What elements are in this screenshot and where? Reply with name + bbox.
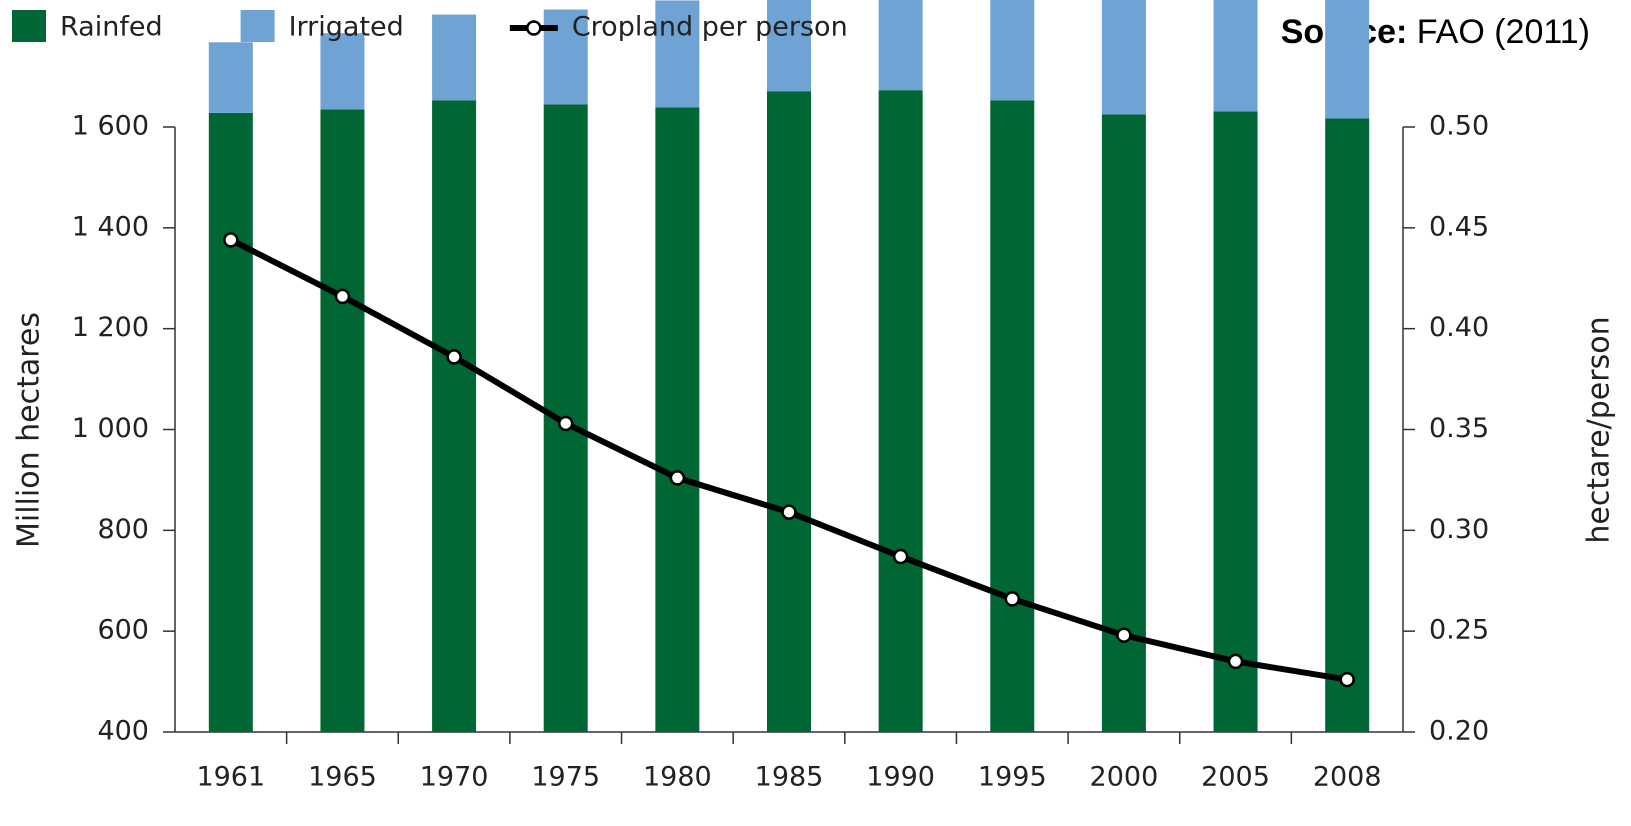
bar-rainfed bbox=[767, 91, 811, 733]
line-marker bbox=[1227, 653, 1244, 670]
line-marker bbox=[1004, 591, 1021, 607]
y2-tick-label: 0.25 bbox=[1429, 615, 1489, 646]
line-marker bbox=[1339, 671, 1355, 688]
legend-item: Irrigated bbox=[240, 10, 404, 43]
line-marker bbox=[223, 232, 239, 248]
line-marker bbox=[669, 470, 686, 486]
y2-tick-label: 0.40 bbox=[1429, 312, 1489, 343]
y-tick-label: 800 bbox=[97, 514, 149, 545]
y-tick-label: 1 600 bbox=[72, 111, 149, 142]
bar-irrigated bbox=[990, 0, 1035, 101]
x-tick-label: 1990 bbox=[866, 762, 935, 793]
bar-rainfed bbox=[1213, 111, 1258, 732]
bar-irrigated bbox=[655, 0, 700, 108]
line-marker bbox=[781, 504, 797, 520]
bar-irrigated bbox=[767, 0, 811, 92]
x-tick-label: 1985 bbox=[755, 762, 824, 793]
bar-irrigated bbox=[1213, 0, 1258, 112]
y-tick-label: 1 400 bbox=[72, 211, 149, 242]
line-marker bbox=[446, 349, 462, 365]
bar-rainfed bbox=[208, 112, 253, 733]
bar-rainfed bbox=[655, 107, 700, 732]
x-tick-label: 2008 bbox=[1313, 762, 1382, 793]
x-tick-label: 1980 bbox=[643, 762, 712, 793]
bar-rainfed bbox=[990, 100, 1035, 732]
y-tick-label: 1 000 bbox=[72, 413, 149, 444]
y2-axis-label: hectare/person bbox=[1582, 316, 1617, 543]
line-marker bbox=[892, 548, 909, 565]
legend-label: Irrigated bbox=[289, 12, 404, 43]
line-marker bbox=[1116, 627, 1132, 643]
legend-label: Cropland per person bbox=[572, 12, 848, 43]
bar-irrigated bbox=[1101, 0, 1146, 115]
y-tick-label: 400 bbox=[97, 716, 149, 747]
bar-rainfed bbox=[432, 100, 477, 732]
x-tick-label: 2000 bbox=[1090, 762, 1159, 793]
y2-tick-label: 0.50 bbox=[1429, 111, 1489, 142]
x-tick-label: 1965 bbox=[308, 762, 377, 793]
x-tick-label: 1975 bbox=[531, 762, 600, 793]
y-tick-label: 600 bbox=[97, 615, 149, 646]
bar-irrigated bbox=[1325, 0, 1370, 119]
x-tick-label: 2005 bbox=[1201, 762, 1270, 793]
source-text: FAO (2011) bbox=[1417, 13, 1590, 51]
bar-irrigated bbox=[208, 42, 253, 113]
legend-swatch bbox=[12, 10, 46, 42]
legend-item: Cropland per person bbox=[509, 12, 848, 43]
line-marker bbox=[334, 288, 351, 305]
y2-tick-label: 0.35 bbox=[1429, 413, 1489, 444]
bar-irrigated bbox=[320, 33, 365, 110]
x-tick-label: 1970 bbox=[420, 762, 489, 793]
legend-marker bbox=[526, 20, 542, 36]
x-tick-label: 1995 bbox=[978, 762, 1047, 793]
bar-rainfed bbox=[320, 109, 365, 732]
y-tick-label: 1 200 bbox=[72, 312, 149, 343]
legend-label: Rainfed bbox=[60, 12, 163, 43]
legend-item: Rainfed bbox=[12, 10, 163, 43]
x-tick-label: 1961 bbox=[196, 762, 265, 793]
y2-tick-label: 0.45 bbox=[1429, 211, 1489, 242]
y-axis-label: Million hectares bbox=[12, 312, 47, 548]
legend-swatch bbox=[240, 10, 275, 42]
line-marker bbox=[557, 415, 574, 432]
bar-irrigated bbox=[878, 0, 923, 91]
bar-irrigated bbox=[432, 14, 477, 101]
bar-rainfed bbox=[878, 90, 923, 733]
bar-rainfed bbox=[1325, 118, 1370, 732]
y2-tick-label: 0.20 bbox=[1429, 716, 1489, 747]
y2-tick-label: 0.30 bbox=[1429, 514, 1489, 545]
